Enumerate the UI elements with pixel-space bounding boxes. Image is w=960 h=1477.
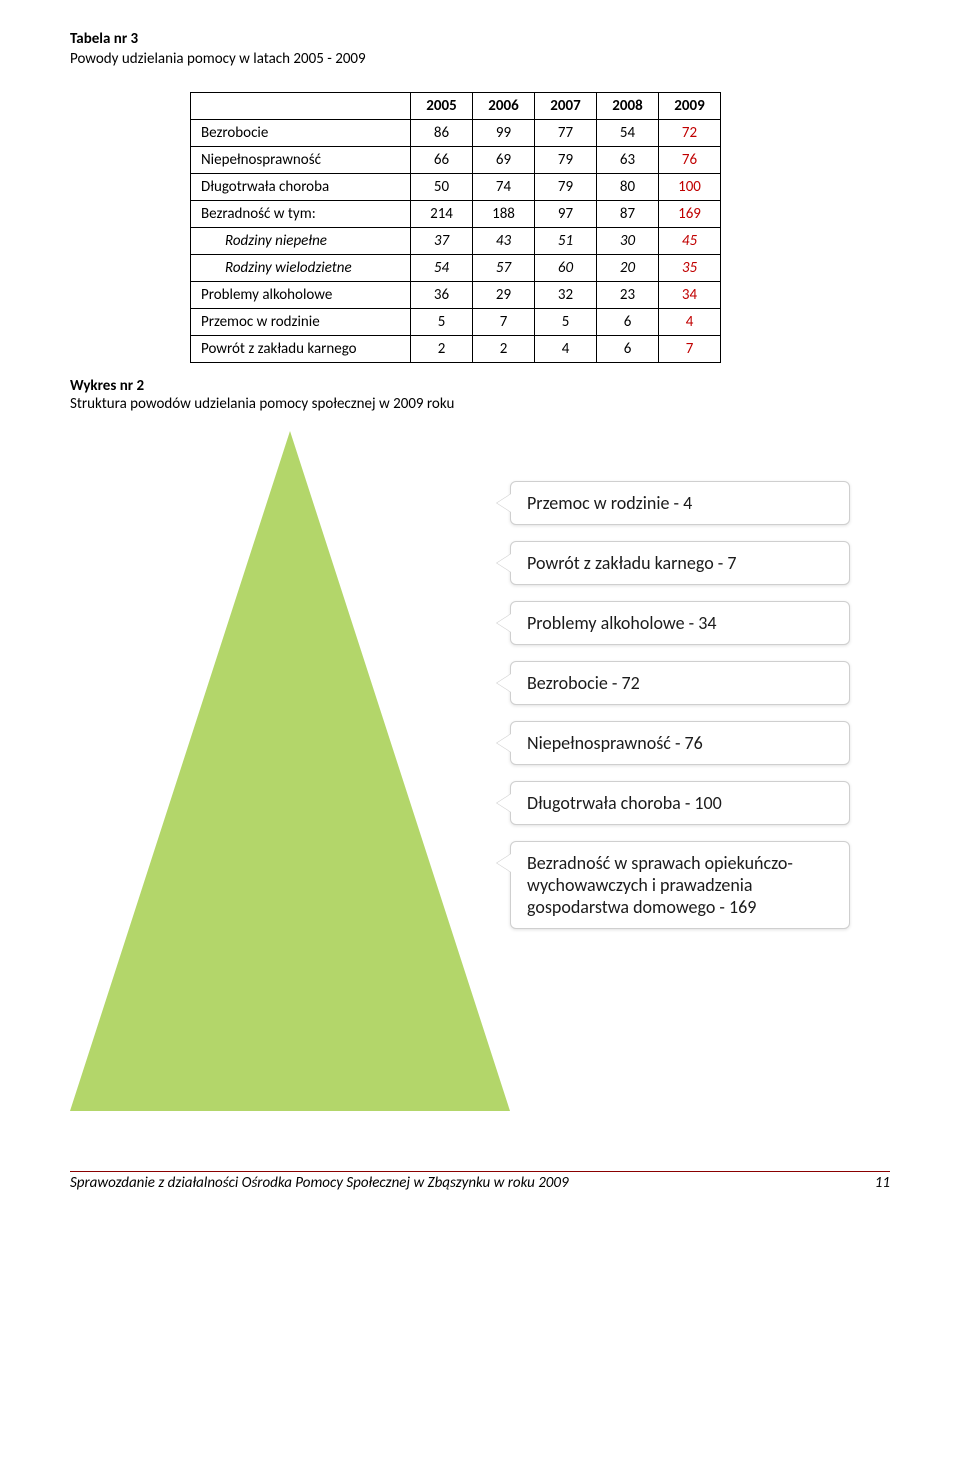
cell-value: 188 [473, 201, 535, 228]
cell-value: 169 [659, 201, 721, 228]
cell-value: 74 [473, 174, 535, 201]
col-2009: 2009 [659, 93, 721, 120]
cell-value: 37 [411, 228, 473, 255]
cell-value: 6 [597, 309, 659, 336]
chart-number: Wykres nr 2 [70, 377, 890, 395]
cell-value: 79 [535, 174, 597, 201]
pyramid-callout: Problemy alkoholowe - 34 [510, 601, 850, 645]
cell-value: 4 [535, 336, 597, 363]
cell-value: 54 [597, 120, 659, 147]
cell-value: 32 [535, 282, 597, 309]
table-row: Rodziny wielodzietne5457602035 [191, 255, 721, 282]
cell-value: 30 [597, 228, 659, 255]
pyramid-callout: Długotrwała choroba - 100 [510, 781, 850, 825]
row-label: Powrót z zakładu karnego [191, 336, 411, 363]
cell-value: 77 [535, 120, 597, 147]
footer-separator [70, 1171, 890, 1172]
col-2006: 2006 [473, 93, 535, 120]
page-footer: Sprawozdanie z działalności Ośrodka Pomo… [70, 1174, 890, 1192]
cell-value: 87 [597, 201, 659, 228]
cell-value: 99 [473, 120, 535, 147]
table-row: Niepełnosprawność6669796376 [191, 147, 721, 174]
page-number: 11 [875, 1174, 890, 1192]
cell-value: 6 [597, 336, 659, 363]
cell-value: 36 [411, 282, 473, 309]
cell-value: 66 [411, 147, 473, 174]
cell-value: 43 [473, 228, 535, 255]
row-label: Przemoc w rodzinie [191, 309, 411, 336]
cell-value: 80 [597, 174, 659, 201]
cell-value: 63 [597, 147, 659, 174]
pyramid-callout: Powrót z zakładu karnego - 7 [510, 541, 850, 585]
cell-value: 29 [473, 282, 535, 309]
cell-value: 50 [411, 174, 473, 201]
row-label: Problemy alkoholowe [191, 282, 411, 309]
table-row: Przemoc w rodzinie57564 [191, 309, 721, 336]
table-row: Powrót z zakładu karnego22467 [191, 336, 721, 363]
cell-value: 2 [473, 336, 535, 363]
cell-value: 214 [411, 201, 473, 228]
table-row: Bezrobocie8699775472 [191, 120, 721, 147]
pyramid-diagram: Przemoc w rodzinie - 4 Powrót z zakładu k… [70, 431, 890, 1131]
chart-title: Struktura powodów udzielania pomocy społ… [70, 395, 890, 413]
col-blank [191, 93, 411, 120]
cell-value: 34 [659, 282, 721, 309]
cell-value: 7 [473, 309, 535, 336]
pyramid-callout: Przemoc w rodzinie - 4 [510, 481, 850, 525]
cell-value: 86 [411, 120, 473, 147]
row-label: Bezradność w tym: [191, 201, 411, 228]
cell-value: 45 [659, 228, 721, 255]
table-header-row: 2005 2006 2007 2008 2009 [191, 93, 721, 120]
cell-value: 54 [411, 255, 473, 282]
footer-text: Sprawozdanie z działalności Ośrodka Pomo… [70, 1174, 569, 1192]
cell-value: 23 [597, 282, 659, 309]
pyramid-triangle [70, 431, 510, 1111]
cell-value: 7 [659, 336, 721, 363]
row-label: Niepełnosprawność [191, 147, 411, 174]
cell-value: 69 [473, 147, 535, 174]
table-body: Bezrobocie8699775472Niepełnosprawność666… [191, 120, 721, 363]
pyramid-callouts: Przemoc w rodzinie - 4 Powrót z zakładu k… [510, 481, 850, 929]
col-2005: 2005 [411, 93, 473, 120]
pyramid-callout: Niepełnosprawność - 76 [510, 721, 850, 765]
data-table: 2005 2006 2007 2008 2009 Bezrobocie86997… [190, 92, 721, 363]
table-row: Rodziny niepełne3743513045 [191, 228, 721, 255]
table-row: Problemy alkoholowe3629322334 [191, 282, 721, 309]
cell-value: 72 [659, 120, 721, 147]
row-label: Rodziny niepełne [191, 228, 411, 255]
col-2007: 2007 [535, 93, 597, 120]
cell-value: 51 [535, 228, 597, 255]
cell-value: 76 [659, 147, 721, 174]
row-label: Długotrwała choroba [191, 174, 411, 201]
row-label: Rodziny wielodzietne [191, 255, 411, 282]
table-row: Bezradność w tym:2141889787169 [191, 201, 721, 228]
cell-value: 97 [535, 201, 597, 228]
table-row: Długotrwała choroba50747980100 [191, 174, 721, 201]
cell-value: 100 [659, 174, 721, 201]
cell-value: 79 [535, 147, 597, 174]
row-label: Bezrobocie [191, 120, 411, 147]
cell-value: 60 [535, 255, 597, 282]
table-number: Tabela nr 3 [70, 30, 890, 48]
col-2008: 2008 [597, 93, 659, 120]
table-title: Powody udzielania pomocy w latach 2005 -… [70, 50, 890, 68]
pyramid-callout: Bezrobocie - 72 [510, 661, 850, 705]
pyramid-callout: Bezradność w sprawach opiekuńczo-wychowa… [510, 841, 850, 929]
cell-value: 5 [535, 309, 597, 336]
cell-value: 35 [659, 255, 721, 282]
cell-value: 20 [597, 255, 659, 282]
cell-value: 4 [659, 309, 721, 336]
cell-value: 5 [411, 309, 473, 336]
cell-value: 2 [411, 336, 473, 363]
cell-value: 57 [473, 255, 535, 282]
